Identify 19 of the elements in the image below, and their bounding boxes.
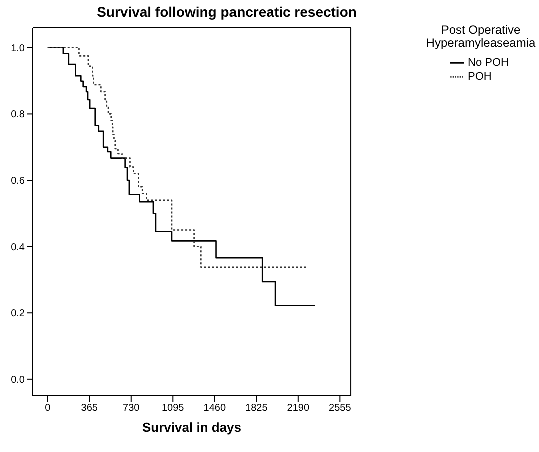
y-tick-label: 0.0 [11,374,26,386]
x-tick-label: 730 [123,403,140,414]
x-tick-label: 2555 [329,403,352,414]
x-tick-label: 0 [45,403,52,414]
x-tick-label: 1825 [246,403,268,414]
x-tick-label: 1460 [204,403,226,414]
legend-label: POH [468,70,492,83]
x-tick-label: 365 [81,403,98,414]
y-tick-label: 0.2 [11,308,26,320]
x-tick-label: 1095 [162,403,185,414]
y-tick-label: 0.4 [11,242,26,254]
x-axis-title: Survival in days [142,420,242,435]
chart-title: Survival following pancreatic resection [96,4,358,20]
legend-title: Post Operative Hyperamyleaseamia [425,23,537,50]
legend-label: No POH [468,56,509,69]
x-tick-label: 2190 [287,403,310,414]
y-tick-label: 1.0 [11,43,26,54]
y-tick-label: 0.8 [11,110,26,121]
y-tick-label: 0.6 [11,176,26,188]
